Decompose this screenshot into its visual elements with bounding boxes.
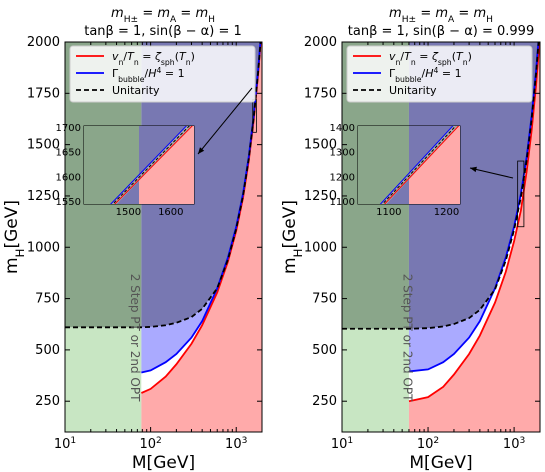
y-tick-label: 1000	[27, 240, 60, 255]
inset-y-tick-label: 1300	[330, 148, 355, 159]
inset-y-tick-label: 1650	[56, 148, 81, 159]
unitarity-excluded-region	[408, 42, 540, 329]
legend	[69, 45, 256, 103]
inset-unitarity-line	[381, 126, 457, 204]
inset-x-tick-label: 1100	[376, 207, 401, 218]
sphaleron-region	[408, 42, 540, 432]
two-step-region	[65, 327, 142, 432]
inset-blue-line	[110, 126, 188, 204]
legend-label: vn/Tn = ζsph(Tn)	[112, 50, 195, 67]
inset-red-line	[114, 126, 193, 204]
region-label: 2 Step PT or 2nd OPT	[400, 274, 414, 402]
inset-plot	[358, 126, 460, 204]
axes-frame	[64, 41, 263, 433]
axes-frame	[341, 41, 541, 433]
inset-x-tick-label: 1500	[116, 207, 141, 218]
two-step-region	[342, 328, 409, 432]
y-tick-label: 250	[312, 394, 337, 409]
x-tick-label: 103	[503, 436, 526, 452]
legend-label: Γbubble/H4 = 1	[112, 66, 185, 84]
y-tick-label: 1750	[304, 86, 337, 101]
legend	[346, 45, 533, 103]
inset-y-tick-label: 1400	[330, 123, 355, 134]
chart-title-line2: tanβ = 1, sin(β − α) = 0.999	[348, 24, 534, 39]
nucleation-region	[141, 42, 261, 373]
y-tick-label: 2000	[304, 35, 337, 50]
legend-label: Unitarity	[389, 84, 437, 97]
zoom-arrow-head	[470, 166, 477, 173]
y-tick-label: 1500	[304, 138, 337, 153]
legend-label: Γbubble/H4 = 1	[389, 66, 462, 84]
x-axis-label: M[GeV]	[132, 453, 195, 472]
series-line	[408, 42, 540, 403]
right-panel: 2 Step PT or 2nd OPT 250 500 750 1000 1250 150…	[280, 6, 541, 472]
y-tick-label: 250	[35, 394, 60, 409]
zoom-arrow	[197, 87, 253, 155]
y-tick-label: 1500	[27, 138, 60, 153]
inset-y-tick-label: 1550	[56, 197, 81, 208]
x-tick-label: 102	[417, 436, 439, 452]
y-tick-label: 1250	[27, 189, 60, 204]
series-line	[65, 42, 262, 329]
left-panel: 2 Step PT or 2nd OPT 250 500 750 1000 1250 150…	[2, 6, 263, 472]
y-tick-label: 750	[312, 292, 337, 307]
inset-unitarity-line	[112, 126, 190, 204]
y-axis-label: mH[GeV]	[2, 200, 27, 274]
y-tick-label: 1250	[304, 189, 337, 204]
nucleation-region	[408, 42, 539, 372]
x-axis-label: M[GeV]	[409, 453, 472, 472]
inset-y-tick-label: 1600	[56, 172, 81, 183]
y-tick-label: 750	[35, 292, 60, 307]
chart-title-line1: mH± = mA = mH	[111, 6, 215, 25]
sphaleron-region	[141, 42, 262, 432]
series-line	[342, 42, 540, 330]
zoom-arrow	[469, 167, 514, 179]
inset-x-tick-label: 1600	[158, 207, 183, 218]
chart-title-line2: tanβ = 1, sin(β − α) = 1	[84, 24, 242, 39]
y-tick-label: 1000	[304, 240, 337, 255]
inset-gray-band	[110, 126, 192, 204]
inset-y-tick-label: 1200	[330, 172, 355, 183]
inset-y-tick-label: 1700	[56, 123, 81, 134]
x-tick-label: 103	[225, 436, 248, 452]
y-tick-label: 500	[312, 343, 337, 358]
inset-blue-line	[379, 126, 454, 204]
x-tick-label: 101	[54, 436, 76, 452]
y-tick-label: 1750	[27, 86, 60, 101]
x-tick-label: 102	[139, 436, 161, 452]
x-tick-label: 101	[331, 436, 353, 452]
inset-y-tick-label: 1100	[330, 197, 355, 208]
y-tick-label: 500	[35, 343, 60, 358]
legend-label: Unitarity	[112, 84, 160, 97]
inset-red-line	[383, 126, 460, 204]
inset-plot	[84, 126, 194, 204]
legend-label: vn/Tn = ζsph(Tn)	[389, 50, 472, 67]
zoom-box	[517, 160, 525, 228]
region-label: 2 Step PT or 2nd OPT	[128, 274, 142, 402]
y-tick-label: 2000	[27, 35, 60, 50]
y-axis-label: mH[GeV]	[280, 200, 305, 274]
zoom-arrow-head	[198, 147, 205, 154]
inset-x-tick-label: 1200	[434, 207, 459, 218]
chart-title-line1: mH± = mA = mH	[389, 6, 493, 25]
